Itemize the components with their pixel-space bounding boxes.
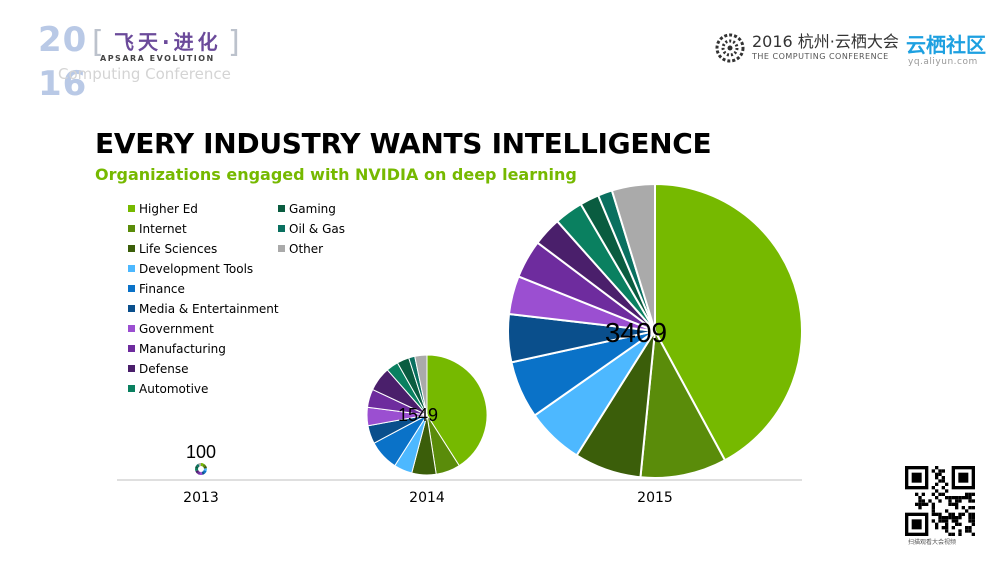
qr-caption: 扫描观看大会视频: [908, 539, 957, 546]
legend-item: Media & Entertainment: [128, 301, 279, 317]
pie-slice: [199, 469, 203, 476]
conference-subtitle: THE COMPUTING CONFERENCE: [752, 52, 889, 61]
legend-label: Manufacturing: [139, 342, 226, 356]
legend-swatch-icon: [128, 365, 135, 372]
legend-item: Higher Ed: [128, 201, 198, 217]
legend-swatch-icon: [128, 265, 135, 272]
pie-2013: [194, 463, 208, 476]
legend-label: Oil & Gas: [289, 222, 346, 236]
pie-slice: [610, 182, 656, 332]
legend-item: Gaming: [278, 201, 336, 217]
legend-item: Life Sciences: [128, 241, 217, 257]
legend-swatch-icon: [128, 245, 135, 252]
legend-swatch-icon: [128, 345, 135, 352]
legend-item: Internet: [128, 221, 187, 237]
legend-swatch-icon: [278, 245, 285, 252]
legend-swatch-icon: [128, 385, 135, 392]
right-bracket-icon: ]: [228, 25, 240, 60]
legend-swatch-icon: [128, 325, 135, 332]
yq-logo-title: 云栖社区: [906, 33, 986, 57]
yq-url[interactable]: yq.aliyun.com: [908, 57, 978, 67]
legend-item: Other: [278, 241, 323, 257]
legend-label: Media & Entertainment: [139, 302, 279, 316]
logo-year-line1: 20: [38, 20, 88, 60]
legend-swatch-icon: [128, 205, 135, 212]
legend-label: Government: [139, 322, 214, 336]
logo-subtitle: Computing Conference: [58, 65, 231, 83]
legend-label: Development Tools: [139, 262, 254, 276]
left-bracket-icon: [: [92, 25, 104, 60]
pie-total-label: 100: [186, 442, 216, 462]
legend-item: Automotive: [128, 381, 208, 397]
legend-swatch-icon: [128, 225, 135, 232]
legend-item: Finance: [128, 281, 185, 297]
legend-label: Automotive: [139, 382, 209, 396]
legend-label: Internet: [139, 222, 187, 236]
legend-swatch-icon: [128, 285, 135, 292]
legend-label: Finance: [139, 282, 185, 296]
legend-label: Life Sciences: [139, 242, 218, 256]
logo-2016: 20 16: [38, 20, 88, 104]
apsara-en-title: APSARA EVOLUTION: [100, 54, 215, 63]
legend-label: Higher Ed: [139, 202, 198, 216]
legend-swatch-icon: [278, 205, 285, 212]
pie-2015: [507, 182, 803, 479]
pie-slice: [414, 354, 428, 416]
legend-label: Gaming: [289, 202, 336, 216]
legend-swatch-icon: [128, 305, 135, 312]
legend-item: Manufacturing: [128, 341, 226, 357]
legend-item: Government: [128, 321, 214, 337]
pie-slice: [654, 182, 803, 462]
apsara-cn-title: 飞天·进化: [114, 30, 222, 54]
page-title: EVERY INDUSTRY WANTS INTELLIGENCE: [95, 127, 712, 160]
pie-slice: [639, 327, 727, 479]
legend-item: Defense: [128, 361, 188, 377]
x-tick-label: 2014: [409, 490, 445, 506]
pie-total-label: 3409: [605, 317, 667, 348]
legend-item: Development Tools: [128, 261, 253, 277]
apsara-logo: [ 飞天·进化 ] APSARA EVOLUTION: [92, 25, 240, 64]
qr-code-icon[interactable]: [905, 466, 975, 536]
conference-logo-icon: [715, 33, 745, 63]
pie-total-label: 1549: [398, 405, 438, 425]
pie-2014: [366, 354, 488, 476]
conference-title: 2016 杭州·云栖大会: [752, 32, 899, 51]
legend-item: Oil & Gas: [278, 221, 345, 237]
legend-label: Other: [289, 242, 324, 256]
legend-swatch-icon: [278, 225, 285, 232]
page-subtitle: Organizations engaged with NVIDIA on dee…: [95, 165, 577, 184]
legend-label: Defense: [139, 362, 189, 376]
pie-hole: [198, 466, 204, 472]
x-tick-label: 2013: [183, 490, 219, 506]
logo-year-line2: 16: [38, 64, 88, 104]
x-tick-label: 2015: [637, 490, 673, 506]
